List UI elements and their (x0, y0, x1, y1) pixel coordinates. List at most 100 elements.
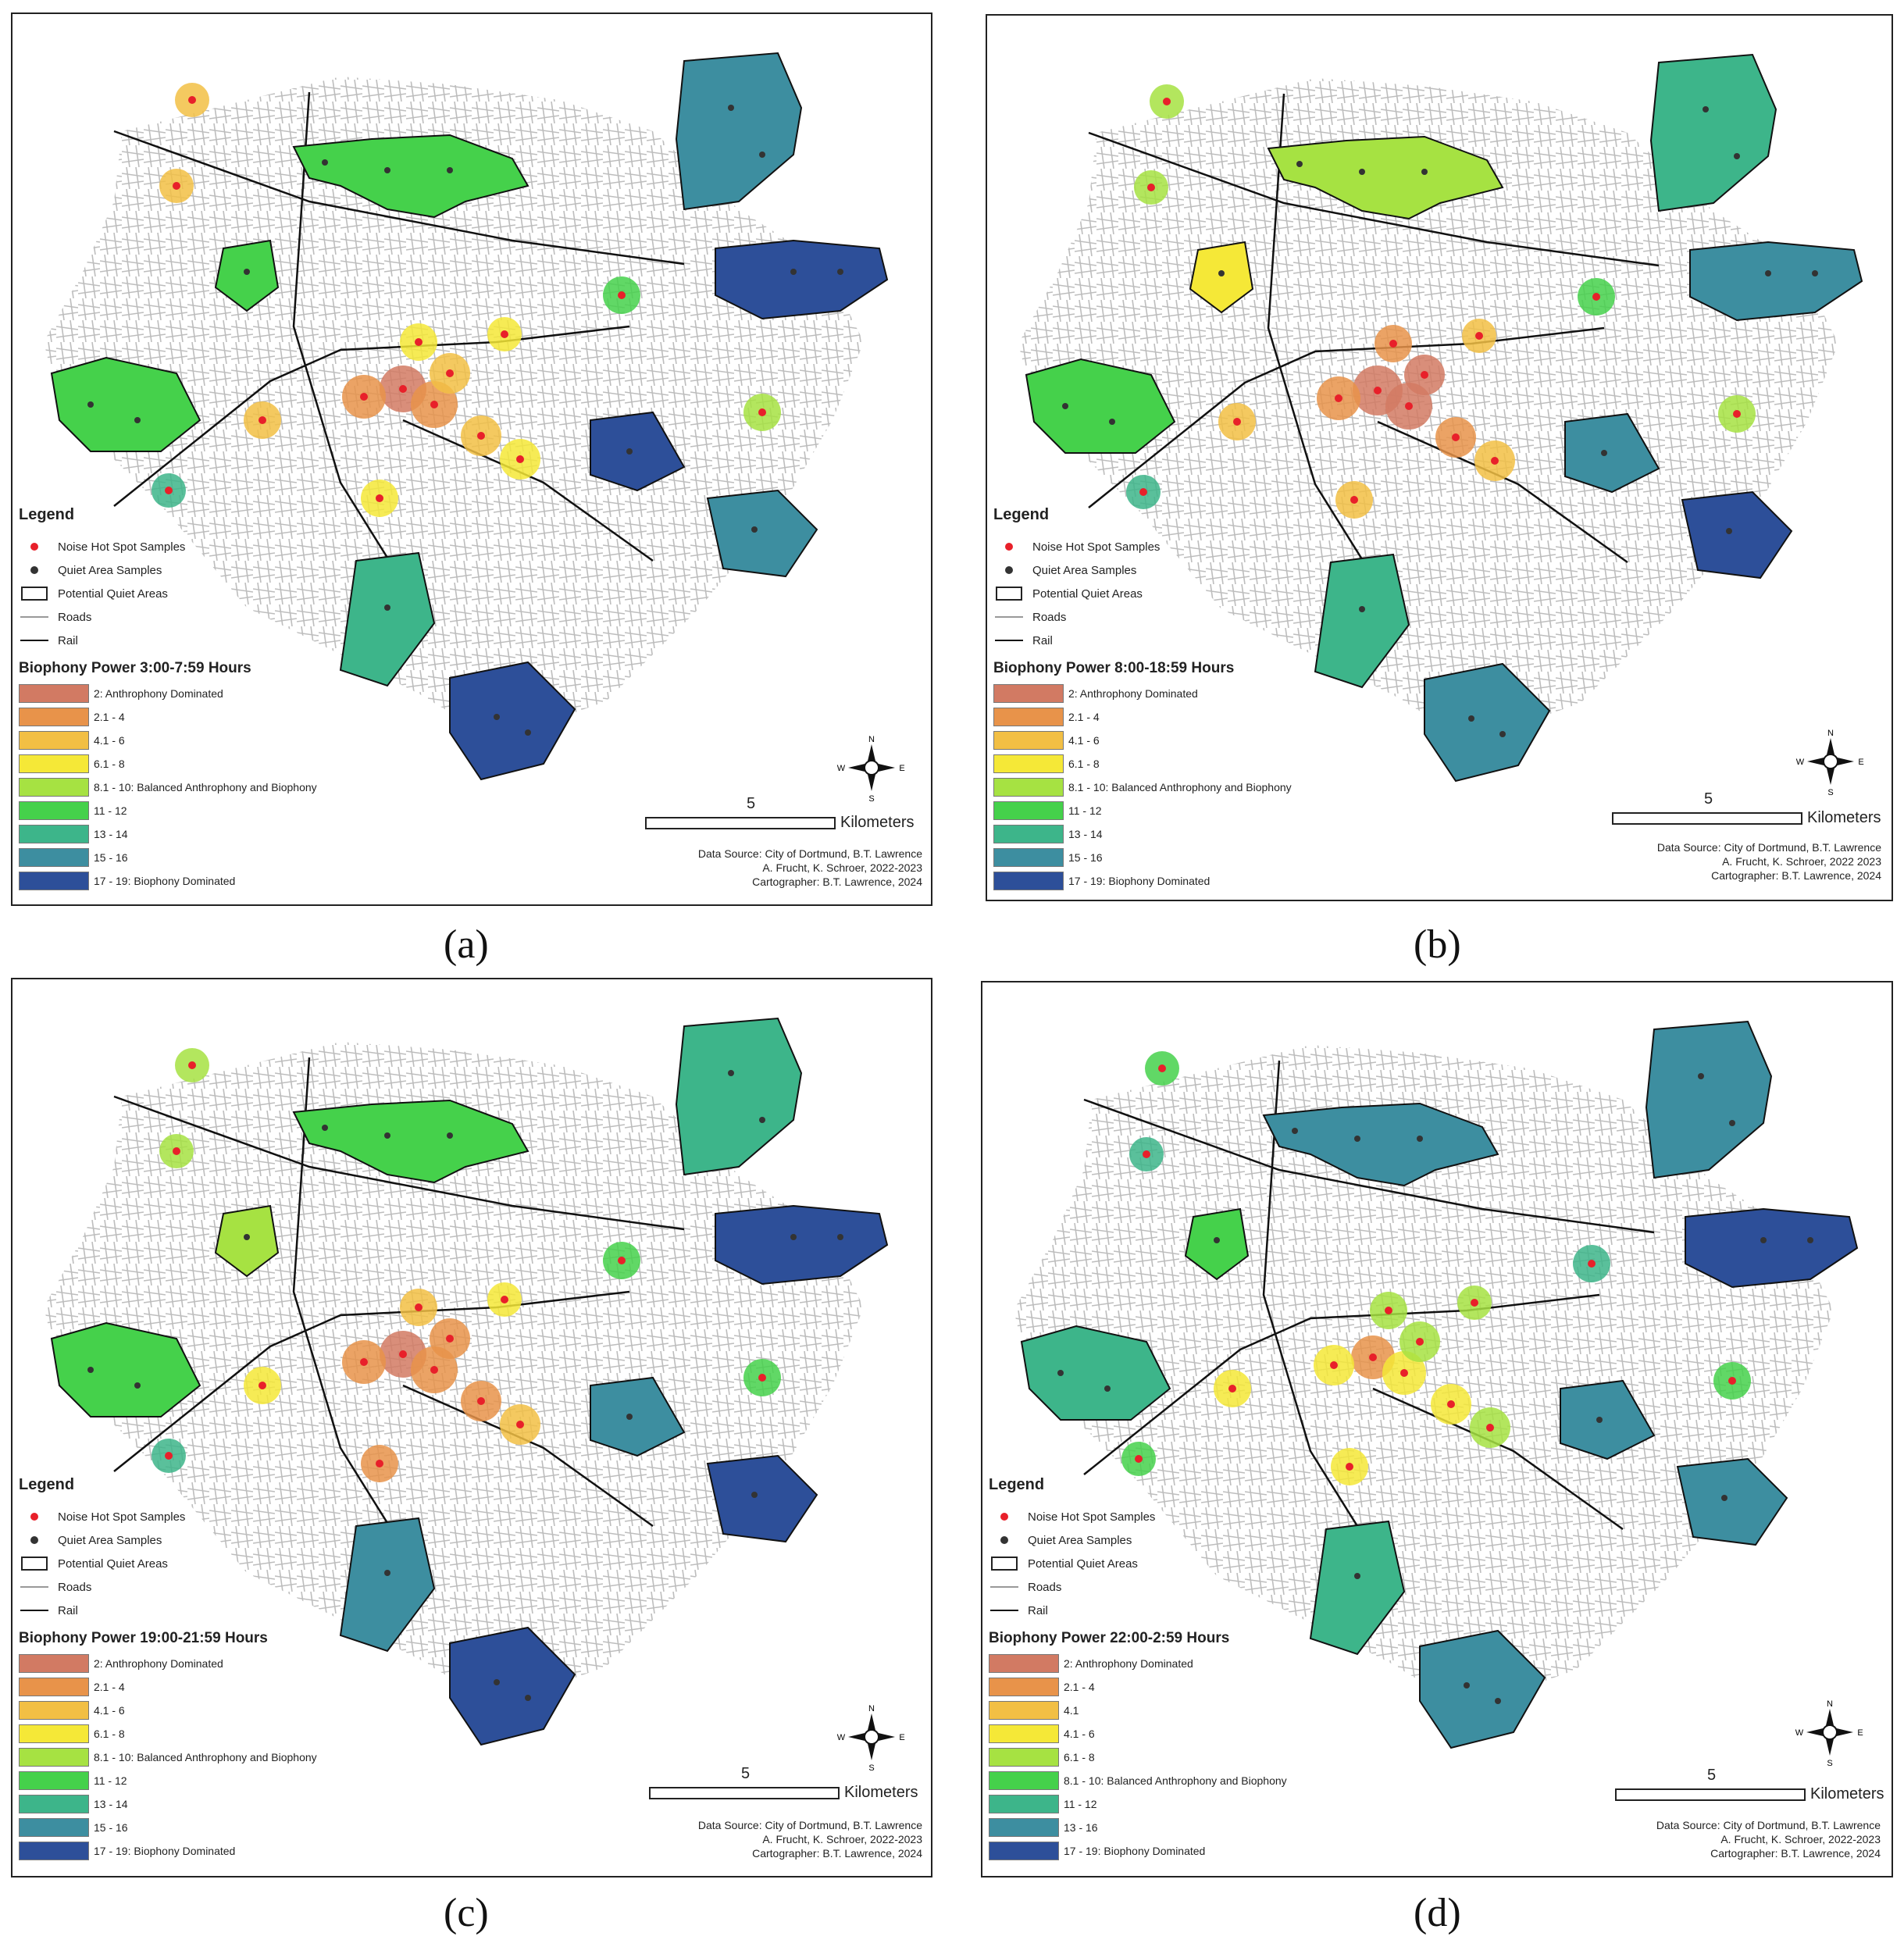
legend-class: 4.1 - 6 (989, 1722, 1395, 1746)
legend-class: 11 - 12 (19, 799, 425, 822)
legend-class: 4.1 (989, 1699, 1395, 1722)
biophony-title: Biophony Power 19:00-21:59 Hours (19, 1630, 268, 1646)
legend-item-quiet-area: Potential Quiet Areas (19, 1552, 425, 1575)
legend-class: 8.1 - 10: Balanced Anthrophony and Bioph… (993, 776, 1399, 799)
legend-item-roads: Roads (19, 1575, 425, 1599)
quiet-area-polygon (675, 1017, 803, 1176)
legend-a: Legend Noise Hot Spot Samples Quiet Area… (19, 506, 425, 893)
scale-bar-d: 5 Kilometers (1615, 1767, 1892, 1806)
quiet-area-polygon (1645, 1020, 1773, 1179)
legend-class: 11 - 12 (993, 799, 1399, 822)
legend-item-quiet-area: Potential Quiet Areas (19, 582, 425, 605)
rail-line (113, 1290, 630, 1472)
scale-value: 5 (741, 1765, 751, 1782)
rail-line (1267, 93, 1395, 610)
rail-line (402, 419, 654, 562)
legend-class: 2: Anthrophony Dominated (19, 682, 425, 705)
rail-line (113, 1095, 685, 1231)
legend-item-quiet-area: Potential Quiet Areas (993, 582, 1399, 605)
quiet-area-polygon (339, 551, 436, 687)
quiet-samples (87, 105, 843, 736)
biophony-title: Biophony Power 8:00-18:59 Hours (993, 660, 1235, 676)
hotspot-samples (165, 1061, 766, 1467)
legend-class: 4.1 - 6 (19, 1699, 425, 1722)
north-arrow-icon: N S E W (1795, 1699, 1863, 1767)
legend-title: Legend (19, 506, 75, 523)
rail-line (1377, 420, 1628, 564)
rail-line (292, 91, 420, 608)
caption-b: (b) (1414, 922, 1461, 967)
legend-item-rail: Rail (993, 629, 1399, 652)
scale-unit: Kilometers (1807, 809, 1881, 826)
quiet-area-polygon (1314, 553, 1410, 689)
legend-class: 17 - 19: Biophony Dominated (993, 869, 1399, 893)
legend-class: 2: Anthrophony Dominated (989, 1652, 1395, 1675)
quiet-area-polygon (1689, 241, 1863, 322)
quiet-area-polygon (675, 52, 803, 211)
compass-w: W (837, 1733, 846, 1742)
compass-s: S (1827, 1759, 1832, 1767)
legend-class: 17 - 19: Biophony Dominated (989, 1839, 1395, 1863)
quiet-area-polygon (1649, 53, 1777, 212)
legend-class: 6.1 - 8 (993, 752, 1399, 776)
quiet-area-polygon (1560, 1379, 1656, 1460)
legend-class: 17 - 19: Biophony Dominated (19, 1839, 425, 1863)
rail-line (1372, 1387, 1624, 1531)
map-panel-b: Legend Noise Hot Spot Samples Quiet Area… (986, 14, 1893, 901)
quiet-area-polygon (449, 1626, 576, 1746)
legend-class: 15 - 16 (19, 846, 425, 869)
legend-class: 2.1 - 4 (993, 705, 1399, 729)
scale-bar-c: 5 Kilometers (649, 1765, 926, 1804)
quiet-area-polygon (1685, 1207, 1859, 1289)
caption-c: (c) (444, 1891, 489, 1935)
legend-class: 13 - 14 (993, 822, 1399, 846)
caption-d: (d) (1414, 1891, 1461, 1935)
legend-item-quiet-sample: Quiet Area Samples (19, 1528, 425, 1552)
legend-class: 2.1 - 4 (19, 705, 425, 729)
legend-title: Legend (19, 1476, 75, 1493)
quiet-samples (1062, 106, 1818, 737)
rail-line (1083, 1293, 1600, 1475)
legend-class: 17 - 19: Biophony Dominated (19, 869, 425, 893)
legend-class: 6.1 - 8 (19, 1722, 425, 1746)
quiet-area-polygon (706, 489, 818, 578)
scale-unit: Kilometers (1810, 1785, 1884, 1803)
map-canvas-c (44, 1017, 889, 1746)
legend-class: 11 - 12 (989, 1792, 1395, 1816)
quiet-area-polygon (715, 239, 889, 320)
legend-item-hotspot: Noise Hot Spot Samples (19, 535, 425, 558)
legend-class: 13 - 14 (19, 822, 425, 846)
compass-e: E (1858, 758, 1863, 767)
scale-bar (1612, 812, 1802, 825)
map-canvas-d (1014, 1020, 1859, 1749)
quiet-area-polygon (50, 356, 201, 452)
credits-b: Data Source: City of Dortmund, B.T. Lawr… (1656, 841, 1881, 882)
rail-line (1088, 131, 1660, 267)
quiet-area-polygon (1681, 490, 1793, 579)
quiet-area-polygon (715, 1204, 889, 1286)
biophony-title: Biophony Power 3:00-7:59 Hours (19, 660, 251, 676)
legend-class: 2: Anthrophony Dominated (19, 1652, 425, 1675)
quiet-area-polygon (590, 1376, 686, 1457)
rail-line (113, 325, 630, 507)
legend-class: 13 - 14 (19, 1792, 425, 1816)
map-panel-d: Legend Noise Hot Spot Samples Quiet Area… (981, 981, 1893, 1877)
legend-item-quiet-area: Potential Quiet Areas (989, 1552, 1395, 1575)
rail-line (1088, 326, 1605, 508)
caption-a: (a) (444, 922, 489, 967)
legend-class: 4.1 - 6 (19, 729, 425, 752)
quiet-area-polygon (590, 411, 686, 492)
legend-item-quiet-sample: Quiet Area Samples (19, 558, 425, 582)
quiet-area-polygon (1564, 412, 1660, 494)
compass-w: W (1795, 1728, 1804, 1738)
rail-line (1083, 1098, 1655, 1234)
quiet-area-polygon (50, 1321, 201, 1417)
map-panel-a: Legend Noise Hot Spot Samples Quiet Area… (11, 12, 932, 906)
quiet-area-polygon (706, 1454, 818, 1543)
quiet-area-polygon (1419, 1629, 1546, 1749)
legend-item-rail: Rail (19, 1599, 425, 1622)
legend-class: 15 - 16 (19, 1816, 425, 1839)
legend-title: Legend (989, 1476, 1045, 1493)
legend-item-rail: Rail (989, 1599, 1395, 1622)
compass-e: E (899, 764, 904, 773)
